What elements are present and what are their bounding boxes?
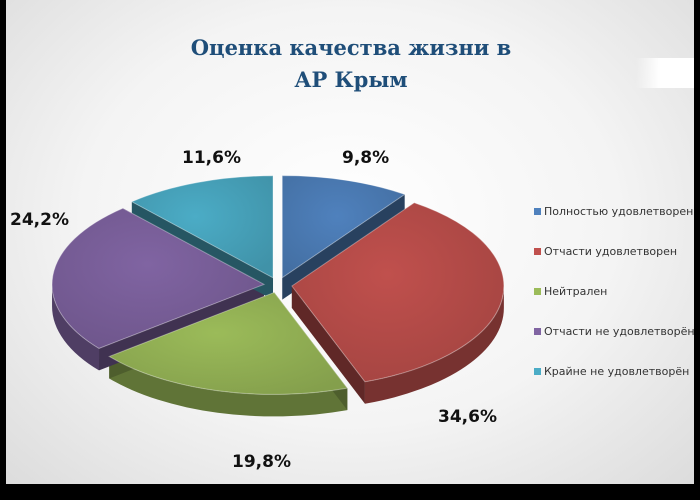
pie-slice-side-partly-dissatisfied [52, 284, 100, 371]
pie-slice-partly-dissatisfied [51, 207, 266, 349]
pie-slice-side-partly-satisfied [364, 286, 504, 404]
chart-title-line-2: АР Крым [294, 67, 408, 92]
legend-label: Отчасти удовлетворен [544, 245, 678, 258]
pie-chart [51, 175, 505, 417]
chart-title-line-1: Оценка качества жизни в [190, 35, 512, 60]
legend-label: Крайне не удовлетворён [544, 365, 690, 378]
decorative-brush-stroke [636, 58, 694, 88]
pie-slice-side-neutral [109, 356, 348, 417]
slide: Оценка качества жизни в АР Крым 9,8% 34,… [6, 0, 694, 484]
slice-label-partly-satisfied: 34,6% [438, 407, 497, 427]
pie-slice-neutral [108, 291, 349, 395]
legend-item-very-dissatisfied: Крайне не удовлетворён [534, 365, 694, 405]
legend-item-fully-satisfied: Полностью удовлетворен [534, 205, 694, 245]
legend-swatch [534, 288, 541, 295]
legend-swatch [534, 208, 541, 215]
legend-item-neutral: Нейтрален [534, 285, 694, 325]
slice-label-neutral: 19,8% [232, 452, 291, 472]
legend-label: Отчасти не удовлетворён [544, 325, 694, 338]
legend-swatch [534, 248, 541, 255]
pie-slice-partly-satisfied [291, 202, 505, 383]
pie-slice-fully-satisfied [281, 175, 406, 279]
legend-label: Нейтрален [544, 285, 608, 298]
legend-swatch [534, 368, 541, 375]
slice-label-very-dissatisfied: 11,6% [182, 148, 241, 168]
slice-label-partly-dissatisfied: 24,2% [10, 210, 69, 230]
slice-label-fully-satisfied: 9,8% [342, 148, 390, 168]
legend-item-partly-satisfied: Отчасти удовлетворен [534, 245, 694, 285]
legend-item-partly-dissatisfied: Отчасти не удовлетворён [534, 325, 694, 365]
legend-label: Полностью удовлетворен [544, 205, 694, 218]
chart-legend: Полностью удовлетворен Отчасти удовлетво… [534, 205, 694, 405]
pie-slice-cut-partly-satisfied-1 [291, 286, 365, 404]
legend-swatch [534, 328, 541, 335]
pie-slice-very-dissatisfied [130, 175, 274, 279]
chart-title: Оценка качества жизни в АР Крым [156, 32, 546, 96]
